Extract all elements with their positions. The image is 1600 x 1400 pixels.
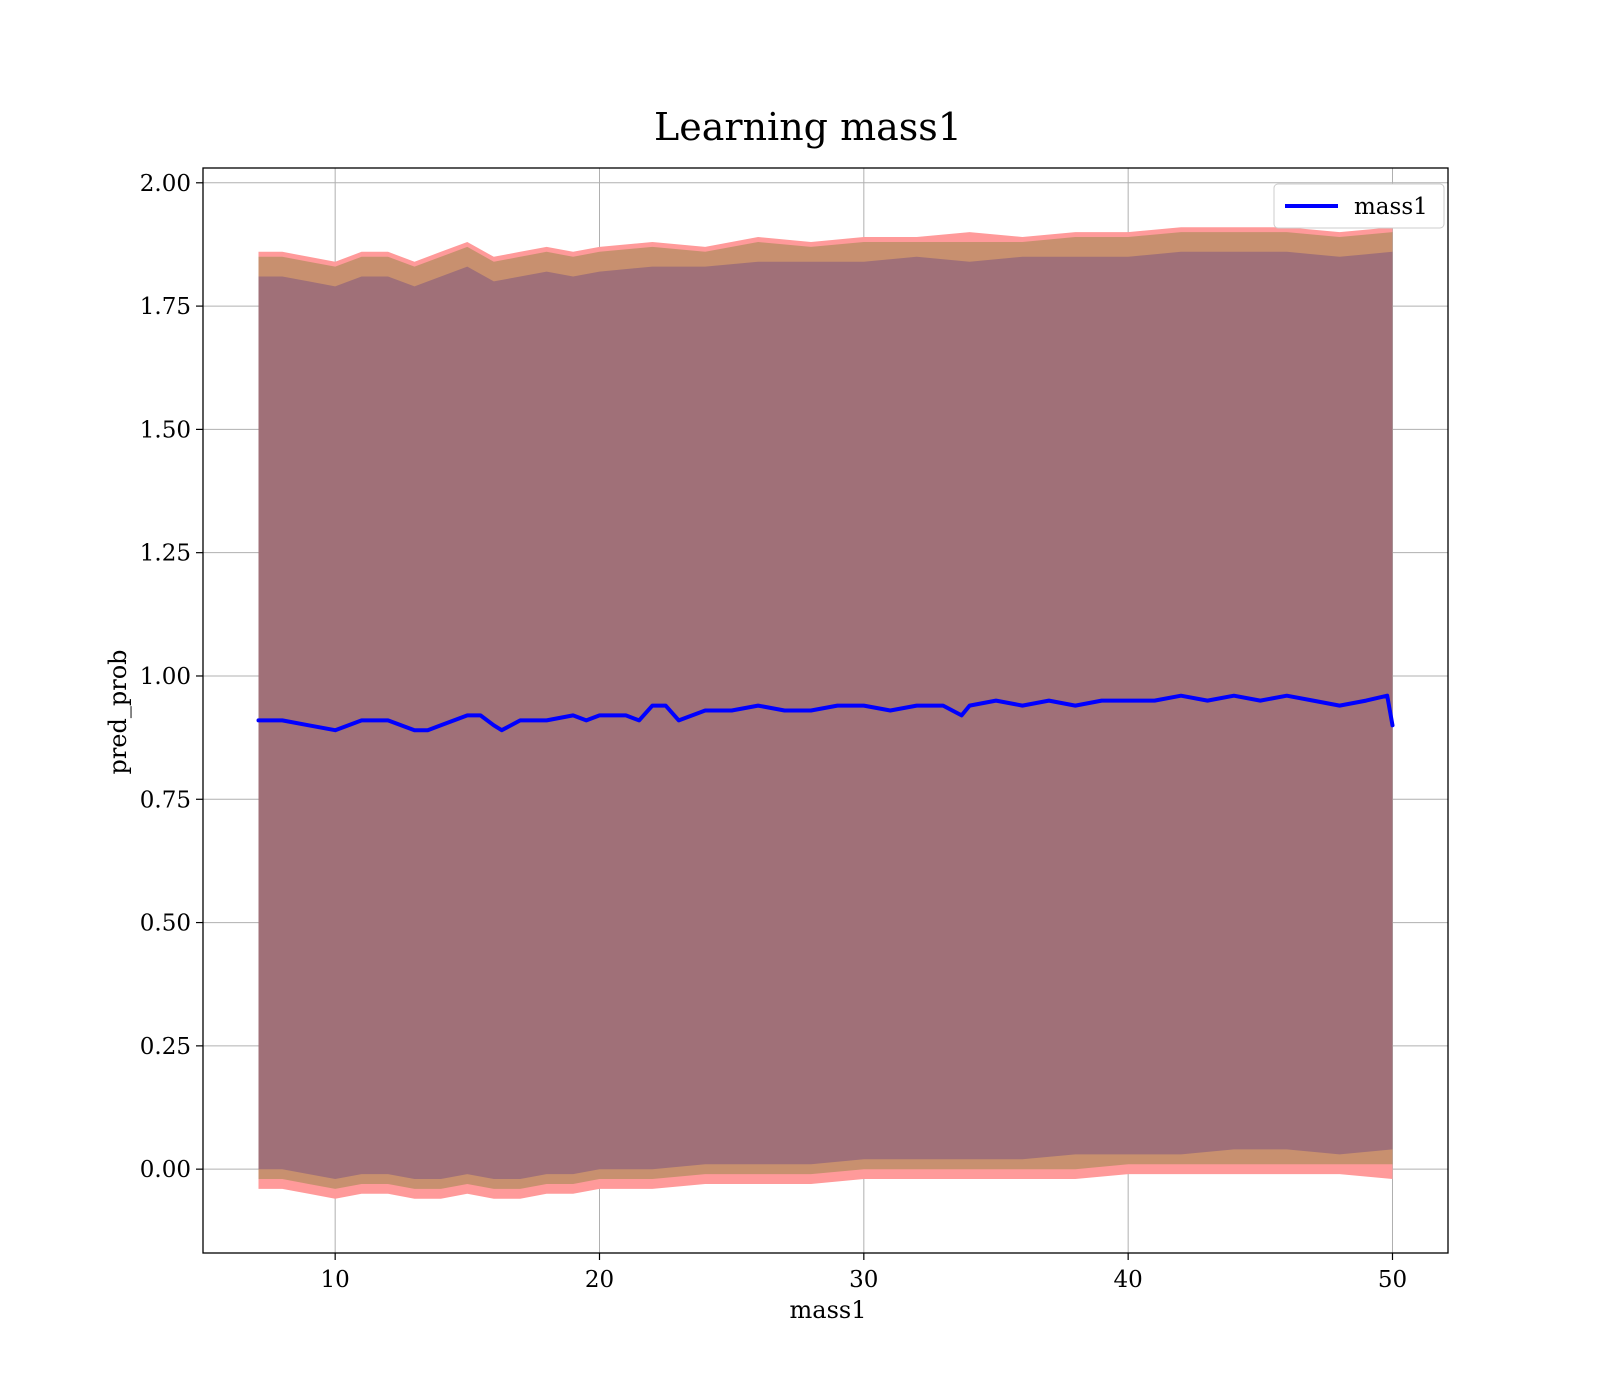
legend-box [1273, 183, 1445, 229]
y-tick-label: 1.75 [140, 294, 191, 320]
legend-label: mass1 [1354, 194, 1428, 220]
y-tick-label: 1.25 [140, 541, 191, 567]
y-tick-label: 0.00 [140, 1157, 191, 1183]
chart-title: Learning mass1 [654, 105, 962, 149]
legend: mass1 [1273, 183, 1445, 229]
y-axis-label: pred_prob [104, 649, 132, 774]
x-tick-label: 10 [321, 1267, 350, 1293]
axis-ticks: 10 20 30 40 50 0.00 0.25 0.50 0.75 1.00 1.25 1.50 1.… [140, 171, 1407, 1293]
x-tick-label: 20 [585, 1267, 614, 1293]
plot-frame [202, 167, 1449, 1254]
confidence-band [258, 251, 1393, 1180]
x-tick-label: 40 [1114, 1267, 1143, 1293]
series-line-mass1 [256, 693, 1395, 733]
x-tick-label: 30 [849, 1267, 878, 1293]
y-tick-label: 0.50 [140, 911, 191, 937]
confidence-bands [258, 227, 1393, 1199]
y-tick-label: 1.50 [140, 417, 191, 443]
y-tick-label: 2.00 [140, 171, 191, 197]
y-tick-label: 1.00 [140, 664, 191, 690]
y-tick-label: 0.25 [140, 1034, 191, 1060]
x-axis-label: mass1 [790, 1296, 867, 1324]
series-lines [256, 693, 1395, 733]
y-tick-label: 0.75 [140, 787, 191, 813]
x-tick-label: 50 [1378, 1267, 1407, 1293]
